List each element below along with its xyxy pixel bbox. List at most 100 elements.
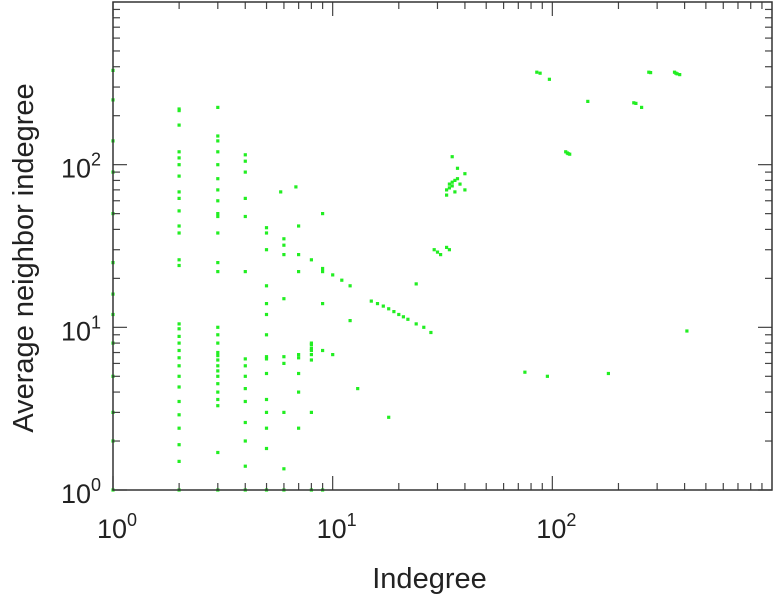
data-point (445, 245, 449, 249)
data-point (216, 139, 220, 143)
data-point (545, 374, 549, 378)
data-point (216, 358, 220, 362)
data-point (216, 188, 220, 192)
data-point (282, 355, 286, 359)
data-point (264, 231, 269, 235)
data-point (177, 459, 181, 463)
data-point (243, 196, 247, 200)
data-point (309, 410, 313, 414)
data-point (450, 180, 454, 184)
data-point (216, 374, 220, 378)
data-point (297, 253, 301, 257)
data-point (678, 73, 682, 77)
data-point (321, 302, 325, 306)
axis-ticks (112, 2, 772, 491)
data-point (216, 150, 220, 154)
data-point (216, 270, 220, 274)
data-point (216, 214, 220, 219)
data-point (340, 278, 344, 282)
data-point (445, 193, 449, 197)
data-point (177, 374, 181, 378)
data-point (309, 258, 313, 262)
data-point (606, 371, 610, 376)
data-point (439, 253, 443, 257)
data-point (458, 182, 462, 186)
data-point (309, 347, 313, 351)
data-point (547, 77, 551, 81)
x-axis-title: Indegree (372, 563, 487, 595)
data-point (282, 361, 286, 365)
data-point (243, 464, 247, 468)
data-point (297, 371, 301, 376)
data-point (216, 333, 220, 337)
data-point (309, 353, 313, 357)
data-point (356, 387, 360, 391)
data-point (282, 237, 286, 241)
data-point (177, 385, 181, 389)
data-point (243, 159, 247, 163)
data-point (321, 348, 325, 353)
data-point (297, 390, 301, 394)
data-point (243, 387, 247, 391)
data-point (216, 261, 220, 265)
data-point (463, 172, 467, 176)
data-point (447, 182, 451, 186)
data-point (264, 302, 269, 306)
data-point (177, 190, 181, 194)
data-point (455, 166, 460, 170)
data-point (331, 273, 335, 277)
data-point (564, 150, 568, 154)
data-point (264, 371, 269, 376)
data-point (445, 188, 449, 192)
data-point (177, 399, 181, 404)
data-point (447, 186, 451, 190)
data-point (216, 177, 220, 181)
data-point (392, 310, 396, 314)
data-point (455, 177, 460, 181)
data-point (264, 397, 269, 402)
data-point (381, 304, 385, 308)
data-point (243, 170, 247, 174)
data-point (453, 190, 457, 194)
data-point (401, 315, 405, 319)
data-point (177, 322, 181, 326)
data-point (243, 270, 247, 274)
data-point (243, 420, 247, 425)
plot-frame (112, 1, 773, 491)
data-point (243, 439, 247, 443)
data-point (264, 312, 269, 317)
data-point (414, 282, 418, 286)
data-point (649, 71, 653, 75)
data-point (647, 70, 651, 74)
y-tick-label: 101 (61, 312, 101, 346)
data-point (177, 209, 181, 213)
data-point (177, 163, 181, 167)
data-point (282, 243, 286, 247)
data-point (429, 330, 433, 335)
data-point (675, 72, 679, 76)
data-point (177, 413, 181, 417)
data-point (216, 212, 220, 216)
x-tick-label: 100 (97, 510, 137, 544)
data-point (177, 107, 181, 111)
data-point (447, 248, 451, 252)
data-point (177, 364, 181, 368)
data-point (264, 284, 269, 288)
data-point (216, 105, 220, 109)
y-axis-title: Average neighbor indegree (8, 83, 40, 432)
data-point (264, 426, 269, 430)
data-point (243, 357, 247, 361)
data-point (177, 327, 181, 331)
data-points (111, 68, 689, 492)
data-point (177, 263, 181, 268)
data-point (243, 153, 247, 157)
data-point (177, 356, 181, 360)
y-tick-label: 102 (61, 150, 101, 184)
data-point (369, 299, 373, 303)
data-point (414, 322, 418, 326)
data-point (177, 348, 181, 353)
x-tick-label: 102 (536, 510, 576, 544)
data-point (297, 224, 301, 228)
data-point (535, 70, 539, 74)
data-point (348, 319, 352, 323)
